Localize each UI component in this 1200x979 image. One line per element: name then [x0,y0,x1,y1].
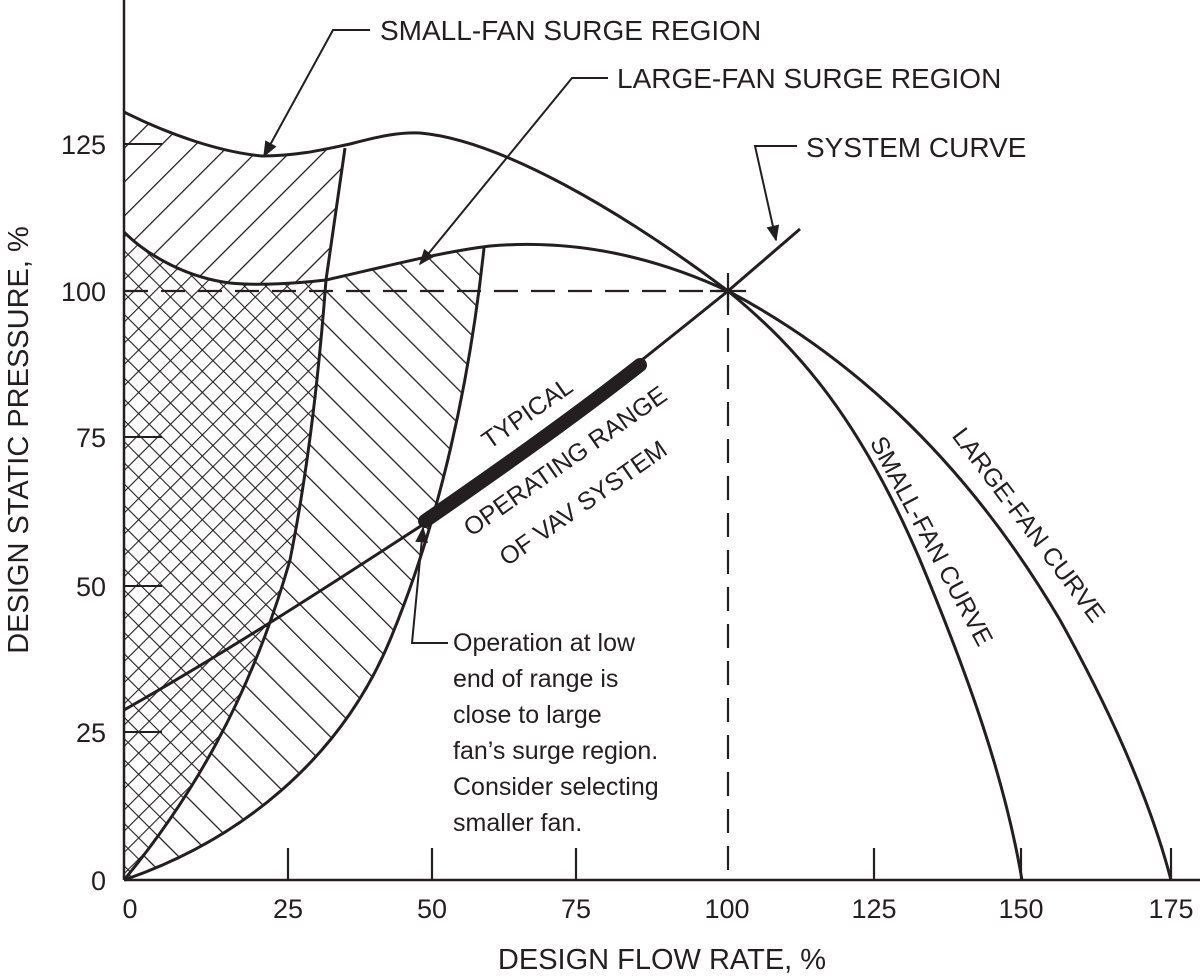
y-tick-100: 100 [61,277,106,307]
system-curve-label: SYSTEM CURVE [806,132,1026,163]
y-tick-25: 25 [76,718,106,748]
system-curve-leader [753,145,797,242]
large-fan-surge-boundary [123,247,486,882]
note-leader [410,526,448,644]
x-axis-ticks [286,848,1173,880]
y-tick-75: 75 [76,423,106,453]
note-line-1: Operation at low [453,629,636,657]
large-surge-label: LARGE-FAN SURGE REGION [617,63,1001,94]
y-axis-title: DESIGN STATIC PRESSURE, % [3,226,35,654]
overlap-surge-region [124,232,326,880]
x-tick-125: 125 [851,894,896,924]
small-surge-label: SMALL-FAN SURGE REGION [380,15,761,46]
y-axis-ticks [124,143,162,733]
x-tick-labels: 0 25 50 75 100 125 150 175 [122,894,1193,924]
large-fan-curve [122,230,1173,881]
x-tick-50: 50 [417,894,447,924]
typical-operating-range-band [418,358,647,528]
y-tick-125: 125 [61,130,106,160]
x-tick-175: 175 [1148,894,1193,924]
y-tick-0: 0 [91,866,106,896]
large-fan-surge-region [124,248,484,880]
x-tick-0: 0 [122,894,137,924]
y-tick-50: 50 [76,572,106,602]
note-line-4: fan’s surge region. [453,737,658,765]
x-tick-150: 150 [998,894,1043,924]
x-tick-100: 100 [704,894,749,924]
x-tick-25: 25 [273,894,303,924]
large-surge-leader [418,77,608,266]
y-tick-labels: 0 25 50 75 100 125 [61,130,106,896]
note-line-6: smaller fan. [453,809,582,837]
x-tick-75: 75 [561,894,591,924]
note-line-5: Consider selecting [453,773,659,801]
x-axis-title: DESIGN FLOW RATE, % [498,944,826,976]
small-fan-surge-boundary [122,147,347,881]
note-line-3: close to large [453,701,602,729]
small-surge-leader [263,29,370,158]
note-line-2: end of range is [453,665,618,693]
note-text: Operation at low end of range is close t… [453,629,659,837]
